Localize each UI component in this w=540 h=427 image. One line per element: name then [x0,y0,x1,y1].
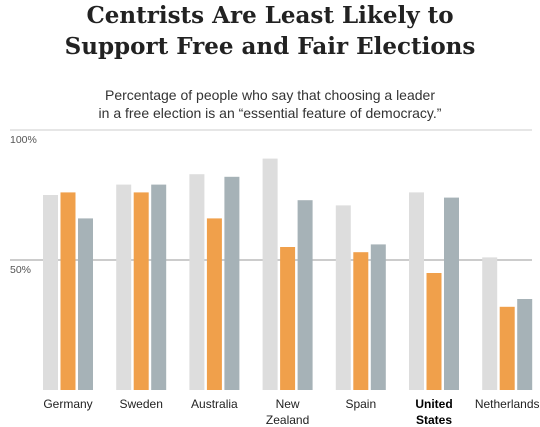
bar-5-2 [444,197,459,390]
bar-1-0 [116,184,132,390]
bar-5-1 [426,273,442,390]
bar-2-2 [224,176,240,390]
bar-6-0 [482,257,498,390]
bar-3-1 [280,247,296,390]
bar-3-2 [297,200,313,390]
bar-5-0 [409,192,424,390]
bar-2-1 [206,218,222,390]
bar-6-1 [499,306,515,390]
x-tick-label-3-1: Zealand [266,413,309,427]
x-tick-label-5-0: United [415,397,452,411]
bar-3-0 [262,158,278,390]
chart-title-line-1: Centrists Are Least Likely to [86,2,454,29]
chart-title-line-2: Support Free and Fair Elections [64,33,476,60]
bar-4-1 [353,252,369,390]
bar-0-1 [60,192,76,390]
y-tick-label-50: 50% [10,264,31,276]
x-tick-label-4-0: Spain [345,397,376,411]
bar-6-2 [517,299,533,390]
x-tick-label-5-1: States [416,413,452,427]
bar-0-2 [78,218,93,390]
bar-4-0 [335,205,351,390]
y-tick-label-100: 100% [10,134,37,146]
x-tick-label-3-0: New [276,397,300,411]
bar-0-0 [43,195,58,390]
chart-subtitle-line-2: in a free election is an “essential feat… [98,105,442,121]
x-tick-label-2-0: Australia [191,397,238,411]
bar-1-1 [133,192,149,390]
chart-title: Centrists Are Least Likely to Support Fr… [0,0,540,62]
bar-4-2 [370,244,386,390]
chart-subtitle-line-1: Percentage of people who say that choosi… [104,87,435,103]
chart-subtitle: Percentage of people who say that choosi… [0,86,540,122]
bar-2-0 [189,174,205,390]
x-tick-label-6-0: Netherlands [475,397,540,411]
x-tick-label-0-0: Germany [43,397,92,411]
x-tick-label-1-0: Sweden [120,397,163,411]
bar-1-2 [151,184,167,390]
